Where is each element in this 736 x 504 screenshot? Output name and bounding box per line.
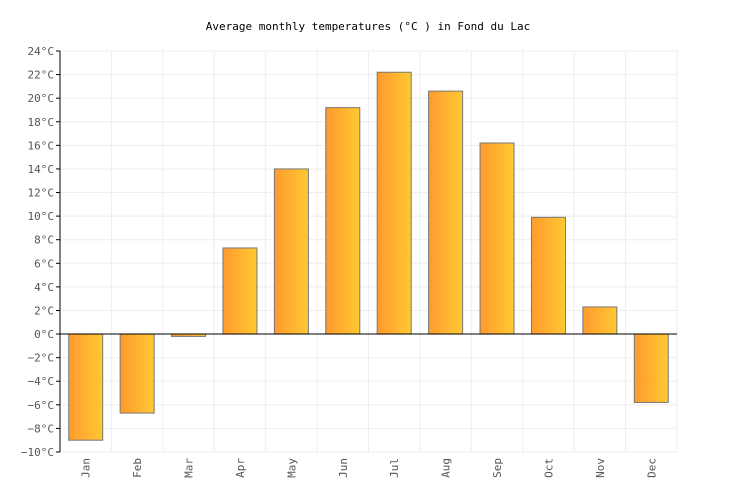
y-tick-label: −6°C xyxy=(28,399,55,412)
y-tick-label: 8°C xyxy=(34,234,54,247)
x-tick-label: Apr xyxy=(234,458,247,478)
y-tick-label: 18°C xyxy=(28,116,55,129)
bar-dec xyxy=(633,333,669,403)
y-tick-label: −10°C xyxy=(21,446,54,459)
y-tick-label: −8°C xyxy=(28,422,55,435)
y-tick-label: 0°C xyxy=(34,328,54,341)
y-tick-label: 24°C xyxy=(28,45,55,58)
x-tick-label: Jul xyxy=(388,458,401,478)
x-tick-label: Aug xyxy=(440,458,453,478)
bar-aug xyxy=(428,90,464,335)
x-tick-label: Jan xyxy=(80,458,93,478)
x-tick-labels: Jan Feb Mar Apr May Jun Jul Aug Sep Oct Nov Dec xyxy=(80,458,659,478)
y-tick-label: 22°C xyxy=(28,69,55,82)
y-tick-label: 20°C xyxy=(28,92,55,105)
y-tick-label: −4°C xyxy=(28,375,55,388)
x-tick-label: Nov xyxy=(594,458,607,478)
y-tick-label: 4°C xyxy=(34,281,54,294)
bar-may xyxy=(273,168,309,335)
y-tick-label: 10°C xyxy=(28,210,55,223)
x-tick-label: Dec xyxy=(645,458,658,478)
bar-apr xyxy=(222,247,258,335)
bar-sep xyxy=(479,142,515,335)
y-tick-label: 14°C xyxy=(28,163,55,176)
y-tick-label: 12°C xyxy=(28,187,55,200)
chart-title: Average monthly temperatures (°C ) in Fo… xyxy=(206,20,531,33)
bar-jun xyxy=(325,107,361,335)
x-tick-label: Mar xyxy=(183,458,196,478)
y-tick-label: 6°C xyxy=(34,257,54,270)
y-tick-label: 2°C xyxy=(34,304,54,317)
bar-feb xyxy=(119,333,155,414)
y-tick-label: −2°C xyxy=(28,352,55,365)
x-tick-label: Jun xyxy=(337,458,350,478)
bar-oct xyxy=(530,216,566,335)
bar-jul xyxy=(376,71,412,335)
axes xyxy=(56,50,677,453)
y-tick-labels: −10°C −8°C −6°C −4°C −2°C 0°C 2°C 4°C 6°C 8°C 10°C… xyxy=(21,45,54,459)
x-tick-label: Feb xyxy=(131,458,144,478)
x-tick-label: May xyxy=(285,458,298,478)
bars xyxy=(68,71,669,441)
bar-nov xyxy=(582,306,618,335)
bar-jan xyxy=(68,333,104,441)
x-tick-label: Oct xyxy=(542,458,555,478)
x-tick-label: Sep xyxy=(491,458,504,478)
y-tick-label: 16°C xyxy=(28,139,55,152)
